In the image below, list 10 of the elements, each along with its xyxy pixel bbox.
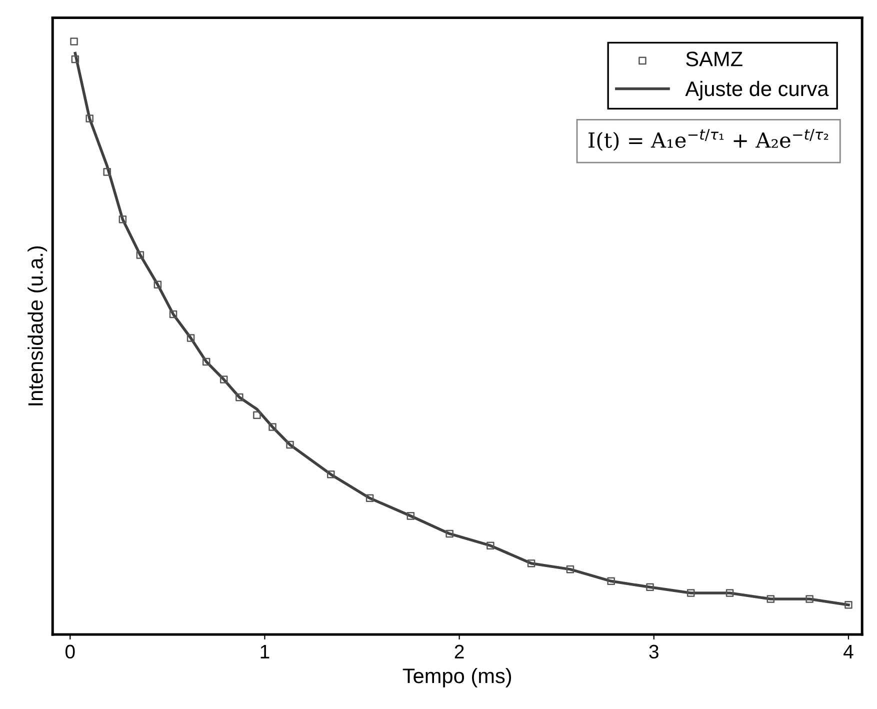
y-axis-title: Intensidade (u.a.) xyxy=(28,246,48,406)
x-tick-label: 0 xyxy=(65,644,75,659)
x-tick-label: 4 xyxy=(844,644,854,658)
x-axis-title: Tempo (ms) xyxy=(402,668,512,688)
annotation: I(t) = A₁e$^{−t/τ₁}$ + A₂e$^{−t/τ₂}$ xyxy=(588,129,828,151)
x-tick-label: 1 xyxy=(260,644,270,658)
legend-label: SAMZ xyxy=(686,52,742,66)
x-tick-label: 2 xyxy=(454,644,464,658)
legend-label: Ajuste de curva xyxy=(685,80,829,100)
x-tick-label: 3 xyxy=(649,644,658,659)
